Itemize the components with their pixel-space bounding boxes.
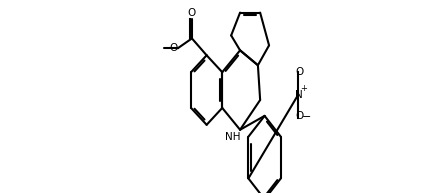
Text: N: N [295, 90, 303, 100]
Text: −: − [302, 112, 311, 122]
Text: O: O [296, 67, 304, 77]
Text: NH: NH [225, 133, 241, 142]
Text: O: O [296, 111, 304, 121]
Text: O: O [169, 43, 178, 53]
Text: +: + [300, 84, 307, 93]
Text: O: O [188, 8, 196, 18]
